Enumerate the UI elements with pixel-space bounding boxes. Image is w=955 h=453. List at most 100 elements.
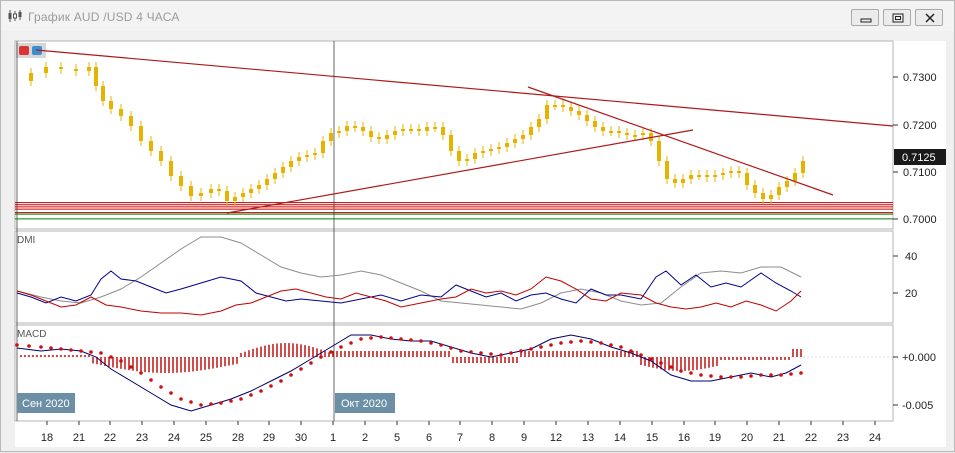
time-tick-label: 23 bbox=[136, 432, 148, 444]
macd-signal-dot bbox=[779, 373, 783, 377]
title-bar[interactable]: График AUD /USD 4 ЧАСА bbox=[1, 1, 954, 31]
macd-signal-dot bbox=[89, 350, 93, 354]
candle-body bbox=[569, 107, 573, 111]
month-label-oct: Окт 2020 bbox=[341, 398, 387, 410]
macd-signal-dot bbox=[339, 345, 343, 349]
macd-signal-dot bbox=[749, 374, 753, 378]
candle-body bbox=[257, 185, 261, 189]
time-tick-label: 13 bbox=[582, 432, 594, 444]
macd-signal-dot bbox=[129, 365, 133, 369]
time-tick-label: 25 bbox=[200, 432, 212, 444]
candle-body bbox=[87, 67, 91, 71]
candle-body bbox=[109, 101, 113, 109]
macd-signal-dot bbox=[549, 343, 553, 347]
time-tick-label: 18 bbox=[41, 432, 53, 444]
macd-signal-dot bbox=[679, 369, 683, 373]
time-tick-label: 1 bbox=[330, 432, 336, 444]
macd-signal-dot bbox=[409, 338, 413, 342]
dmi-tick-40: 40 bbox=[905, 251, 917, 263]
candle-body bbox=[129, 116, 133, 126]
window-title: График AUD /USD 4 ЧАСА bbox=[28, 10, 180, 24]
macd-signal-dot bbox=[459, 349, 463, 353]
macd-signal-dot bbox=[529, 347, 533, 351]
candle-body bbox=[281, 167, 285, 173]
month-badge-oct bbox=[335, 393, 395, 413]
macd-signal-dot bbox=[379, 335, 383, 339]
candle-body bbox=[761, 193, 765, 199]
price-panel bbox=[14, 40, 894, 230]
minimize-button[interactable] bbox=[851, 9, 879, 26]
restore-button[interactable] bbox=[883, 9, 911, 26]
macd-signal-dot bbox=[569, 340, 573, 344]
price-tick-0.7100: 0.7100 bbox=[903, 167, 937, 179]
macd-signal-dot bbox=[329, 350, 333, 354]
candle-body bbox=[273, 173, 277, 179]
candle-body bbox=[489, 149, 493, 151]
candle-body bbox=[297, 157, 301, 161]
current-price-label: 0.7125 bbox=[902, 152, 936, 164]
time-tick-label: 21 bbox=[73, 432, 85, 444]
dmi-minus-line bbox=[16, 276, 802, 316]
candle-body bbox=[729, 171, 733, 173]
macd-signal-dot bbox=[649, 357, 653, 361]
candle-body bbox=[94, 67, 98, 86]
macd-signal-dot bbox=[609, 343, 613, 347]
candle-body bbox=[561, 105, 565, 107]
trendline-channel bbox=[527, 86, 834, 196]
macd-signal-dot bbox=[559, 341, 563, 345]
candle-body bbox=[745, 173, 749, 185]
candle-body bbox=[545, 105, 549, 119]
candle-body bbox=[305, 155, 309, 157]
time-tick-label: 28 bbox=[232, 432, 244, 444]
candle-body bbox=[377, 137, 381, 139]
macd-signal-dot bbox=[189, 400, 193, 404]
dmi-axis: 40 20 DMI bbox=[17, 235, 917, 300]
close-icon bbox=[925, 13, 935, 23]
candle-body bbox=[337, 131, 341, 133]
candle-body bbox=[689, 175, 693, 179]
candle-body bbox=[44, 67, 48, 73]
candle-body bbox=[753, 185, 757, 193]
macd-signal-dot bbox=[519, 349, 523, 353]
candle-body bbox=[313, 153, 317, 155]
minimize-icon bbox=[860, 18, 872, 23]
candle-body bbox=[139, 126, 143, 141]
candle-body bbox=[521, 135, 525, 139]
candle-body bbox=[74, 69, 78, 71]
time-tick-label: 16 bbox=[678, 432, 690, 444]
candle-body bbox=[633, 135, 637, 137]
candle-body bbox=[801, 161, 805, 173]
macd-signal-dot bbox=[599, 341, 603, 345]
candle-body bbox=[361, 127, 365, 131]
candle-body bbox=[705, 175, 709, 177]
macd-signal-dot bbox=[769, 373, 773, 377]
time-tick-label: 6 bbox=[426, 432, 432, 444]
macd-signal-dot bbox=[499, 353, 503, 357]
candle-body bbox=[425, 127, 429, 131]
macd-signal-dot bbox=[279, 379, 283, 383]
macd-signal-dot bbox=[199, 403, 203, 407]
macd-signal-dot bbox=[49, 346, 53, 350]
time-tick-label: 5 bbox=[394, 432, 400, 444]
trendline-ascending bbox=[226, 129, 694, 214]
price-tick-0.7000: 0.7000 bbox=[903, 214, 937, 226]
macd-signal-dot bbox=[219, 401, 223, 405]
candle-body bbox=[179, 176, 183, 186]
macd-signal-dot bbox=[509, 351, 513, 355]
time-tick-label: 24 bbox=[869, 432, 881, 444]
time-tick-label: 14 bbox=[614, 432, 626, 444]
macd-signal-dot bbox=[719, 375, 723, 379]
macd-signal-dot bbox=[439, 343, 443, 347]
time-tick-label: 22 bbox=[805, 432, 817, 444]
macd-signal-dot bbox=[27, 344, 31, 348]
candle-body bbox=[665, 161, 669, 179]
dmi-plus-line bbox=[16, 270, 802, 304]
candle-body bbox=[217, 189, 221, 191]
macd-signal-dot bbox=[349, 341, 353, 345]
close-button[interactable] bbox=[915, 9, 943, 26]
macd-signal-dot bbox=[709, 374, 713, 378]
candle-body bbox=[265, 179, 269, 185]
macd-signal-dot bbox=[169, 391, 173, 395]
